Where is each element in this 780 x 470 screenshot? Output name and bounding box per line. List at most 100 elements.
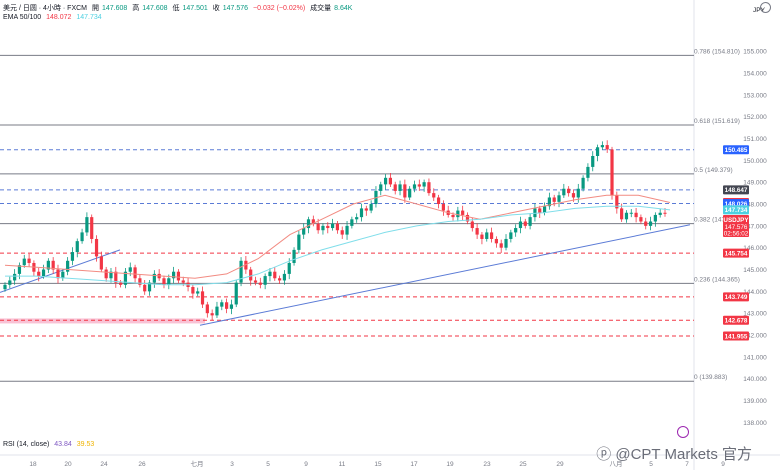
candle-body-129 (624, 212, 629, 220)
time-tick-14: 29 (556, 461, 564, 468)
support-zone (0, 318, 205, 324)
candle-body-102 (494, 238, 498, 244)
ohlc-high-label: 高 (132, 5, 140, 12)
time-tick-8: 11 (339, 461, 346, 468)
candle-body-72 (350, 219, 354, 226)
rsi-value-1: 43.84 (54, 441, 72, 448)
price-badge-text-7: 143.749 (725, 294, 748, 301)
ema-label: EMA 50/100 (3, 14, 42, 21)
price-tick-11: 144.000 (743, 289, 767, 296)
time-tick-6: 5 (266, 461, 270, 468)
change-value: −0.032 (−0.02%) (253, 5, 306, 12)
candle-body-70 (340, 230, 344, 235)
candle-body-93 (451, 214, 455, 218)
price-tick-3: 152.000 (743, 114, 767, 121)
price-badge-text-9: 141.955 (725, 333, 748, 340)
candle-body-136 (658, 212, 662, 215)
candle-body-68 (330, 223, 335, 229)
candle-body-47 (229, 304, 234, 309)
candle-body-59 (287, 262, 291, 274)
candle-body-107 (518, 221, 523, 229)
symbol-legend: 美元 / 日圆 · 4小時 · FXCM 開 147.608 高 147.608 低… (3, 3, 355, 13)
time-tick-16: 5 (649, 461, 653, 468)
candle-body-28 (138, 278, 142, 285)
price-tick-7: 148.000 (743, 202, 767, 209)
candle-body-124 (600, 145, 604, 148)
candle-body-63 (306, 219, 311, 229)
time-tick-0: 18 (29, 461, 37, 468)
time-tick-17: 7 (685, 461, 689, 468)
candle-body-55 (268, 271, 272, 277)
time-tick-5: 3 (230, 461, 234, 468)
candle-body-0 (3, 284, 7, 290)
candle-body-105 (509, 232, 513, 239)
price-tick-4: 151.000 (743, 136, 767, 143)
candle-body-115 (557, 195, 561, 202)
trendline-2 (199, 224, 691, 326)
candle-body-103 (499, 243, 503, 248)
time-tick-1: 20 (64, 461, 72, 468)
fib-label-0: 0.786 (154.810) (694, 48, 740, 55)
fib-label-1: 0.618 (151.619) (694, 118, 740, 125)
price-badge-text-4: 147.734 (725, 207, 748, 214)
candle-body-127 (615, 195, 619, 209)
candle-body-36 (176, 271, 181, 281)
candle-body-71 (345, 225, 349, 235)
candle-body-18 (90, 217, 94, 239)
time-tick-12: 23 (483, 461, 491, 468)
ohlc-close-label: 收 (212, 5, 220, 12)
candle-body-130 (629, 212, 633, 214)
candle-body-76 (369, 204, 373, 211)
candle-body-5 (27, 258, 31, 263)
price-badge-0 (723, 145, 749, 155)
symbol-line: 美元 / 日圆 · 4小時 · FXCM (3, 5, 87, 12)
ohlc-high-value: 147.608 (142, 5, 168, 12)
price-tick-6: 149.000 (743, 180, 767, 187)
candle-body-7 (37, 271, 41, 277)
candle-body-83 (403, 184, 407, 198)
candle-body-122 (591, 155, 595, 167)
time-tick-4: 七月 (191, 459, 204, 468)
candle-body-81 (393, 184, 397, 191)
candle-body-30 (147, 282, 152, 292)
candle-body-31 (152, 273, 156, 283)
candle-body-42 (205, 304, 209, 314)
settings-icon[interactable] (760, 2, 771, 13)
candle-body-126 (610, 149, 614, 196)
time-tick-15: 八月 (610, 460, 623, 468)
candle-body-137 (663, 212, 667, 214)
candle-body-111 (538, 208, 542, 213)
candle-body-113 (547, 197, 551, 207)
ema-legend[interactable]: EMA 50/100 148.072 147.734 (3, 14, 105, 21)
candle-body-100 (485, 232, 489, 239)
time-tick-3: 26 (138, 461, 146, 468)
candle-body-17 (85, 217, 89, 233)
volume-label: 成交量 (310, 5, 332, 12)
candle-body-69 (335, 223, 340, 231)
candle-body-84 (408, 188, 412, 198)
candle-body-135 (653, 214, 657, 222)
candle-body-4 (22, 258, 26, 266)
rsi-legend[interactable]: RSI (14, close) 43.84 39.53 (3, 441, 97, 448)
candle-body-121 (586, 166, 590, 178)
price-badge-text-6: 145.754 (725, 250, 748, 257)
candle-body-53 (258, 282, 262, 285)
price-tick-8: 147.000 (743, 223, 767, 230)
time-tick-18: 9 (721, 461, 725, 468)
time-tick-10: 17 (410, 461, 418, 468)
candle-body-54 (263, 276, 267, 285)
candle-body-73 (355, 217, 359, 220)
candle-body-65 (316, 223, 320, 231)
price-tick-9: 146.000 (743, 245, 767, 252)
price-tick-10: 145.000 (743, 267, 767, 274)
candle-body-94 (456, 210, 460, 218)
price-badge-5 (723, 215, 749, 238)
candle-body-45 (220, 302, 224, 307)
volume-value: 8.64K (334, 5, 353, 12)
price-tick-1: 154.000 (743, 71, 767, 78)
rsi-label: RSI (14, close) (3, 441, 50, 448)
candle-body-58 (282, 273, 287, 281)
candle-body-12 (61, 271, 65, 279)
candle-body-74 (359, 208, 364, 218)
